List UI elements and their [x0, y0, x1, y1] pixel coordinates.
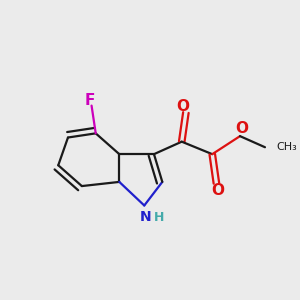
Text: H: H [154, 211, 165, 224]
Text: O: O [235, 121, 248, 136]
Text: F: F [85, 93, 95, 108]
Text: CH₃: CH₃ [277, 142, 297, 152]
Text: N: N [140, 210, 152, 224]
Text: O: O [211, 183, 224, 198]
Text: O: O [177, 99, 190, 114]
